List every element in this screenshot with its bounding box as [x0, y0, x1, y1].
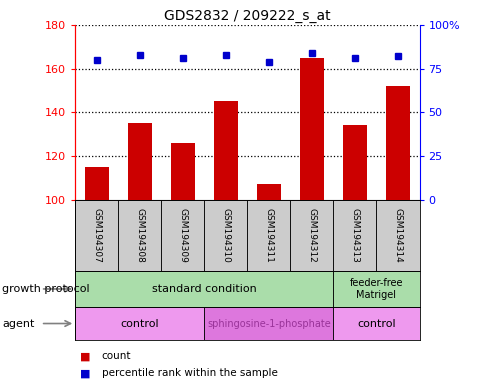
- Bar: [75, 271, 333, 307]
- Text: GSM194310: GSM194310: [221, 208, 230, 263]
- Bar: [333, 200, 376, 271]
- Bar: [118, 200, 161, 271]
- Text: GSM194313: GSM194313: [350, 208, 359, 263]
- Bar: [290, 200, 333, 271]
- Text: ■: ■: [80, 368, 91, 378]
- Bar: [247, 200, 290, 271]
- Bar: [204, 200, 247, 271]
- Text: percentile rank within the sample: percentile rank within the sample: [102, 368, 277, 378]
- Text: ■: ■: [80, 351, 91, 361]
- Bar: [257, 184, 280, 200]
- Text: standard condition: standard condition: [151, 284, 256, 294]
- Text: GSM194311: GSM194311: [264, 208, 273, 263]
- Bar: [385, 86, 409, 200]
- Text: GSM194312: GSM194312: [307, 208, 316, 263]
- Bar: [75, 200, 118, 271]
- Text: GSM194309: GSM194309: [178, 208, 187, 263]
- Text: control: control: [120, 318, 159, 329]
- Text: agent: agent: [2, 318, 35, 329]
- Text: control: control: [356, 318, 395, 329]
- Text: growth protocol: growth protocol: [2, 284, 90, 294]
- Bar: [300, 58, 323, 200]
- Text: GSM194307: GSM194307: [92, 208, 101, 263]
- Bar: [161, 200, 204, 271]
- Bar: [204, 307, 333, 340]
- Text: count: count: [102, 351, 131, 361]
- Bar: [128, 123, 151, 200]
- Bar: [213, 101, 237, 200]
- Bar: [342, 126, 366, 200]
- Bar: [333, 271, 419, 307]
- Text: GSM194308: GSM194308: [135, 208, 144, 263]
- Bar: [376, 200, 419, 271]
- Title: GDS2832 / 209222_s_at: GDS2832 / 209222_s_at: [164, 8, 330, 23]
- Text: GSM194314: GSM194314: [393, 208, 402, 263]
- Text: feeder-free
Matrigel: feeder-free Matrigel: [349, 278, 402, 300]
- Text: sphingosine-1-phosphate: sphingosine-1-phosphate: [207, 318, 330, 329]
- Bar: [170, 143, 194, 200]
- Bar: [85, 167, 108, 200]
- Bar: [333, 307, 419, 340]
- Bar: [75, 307, 204, 340]
